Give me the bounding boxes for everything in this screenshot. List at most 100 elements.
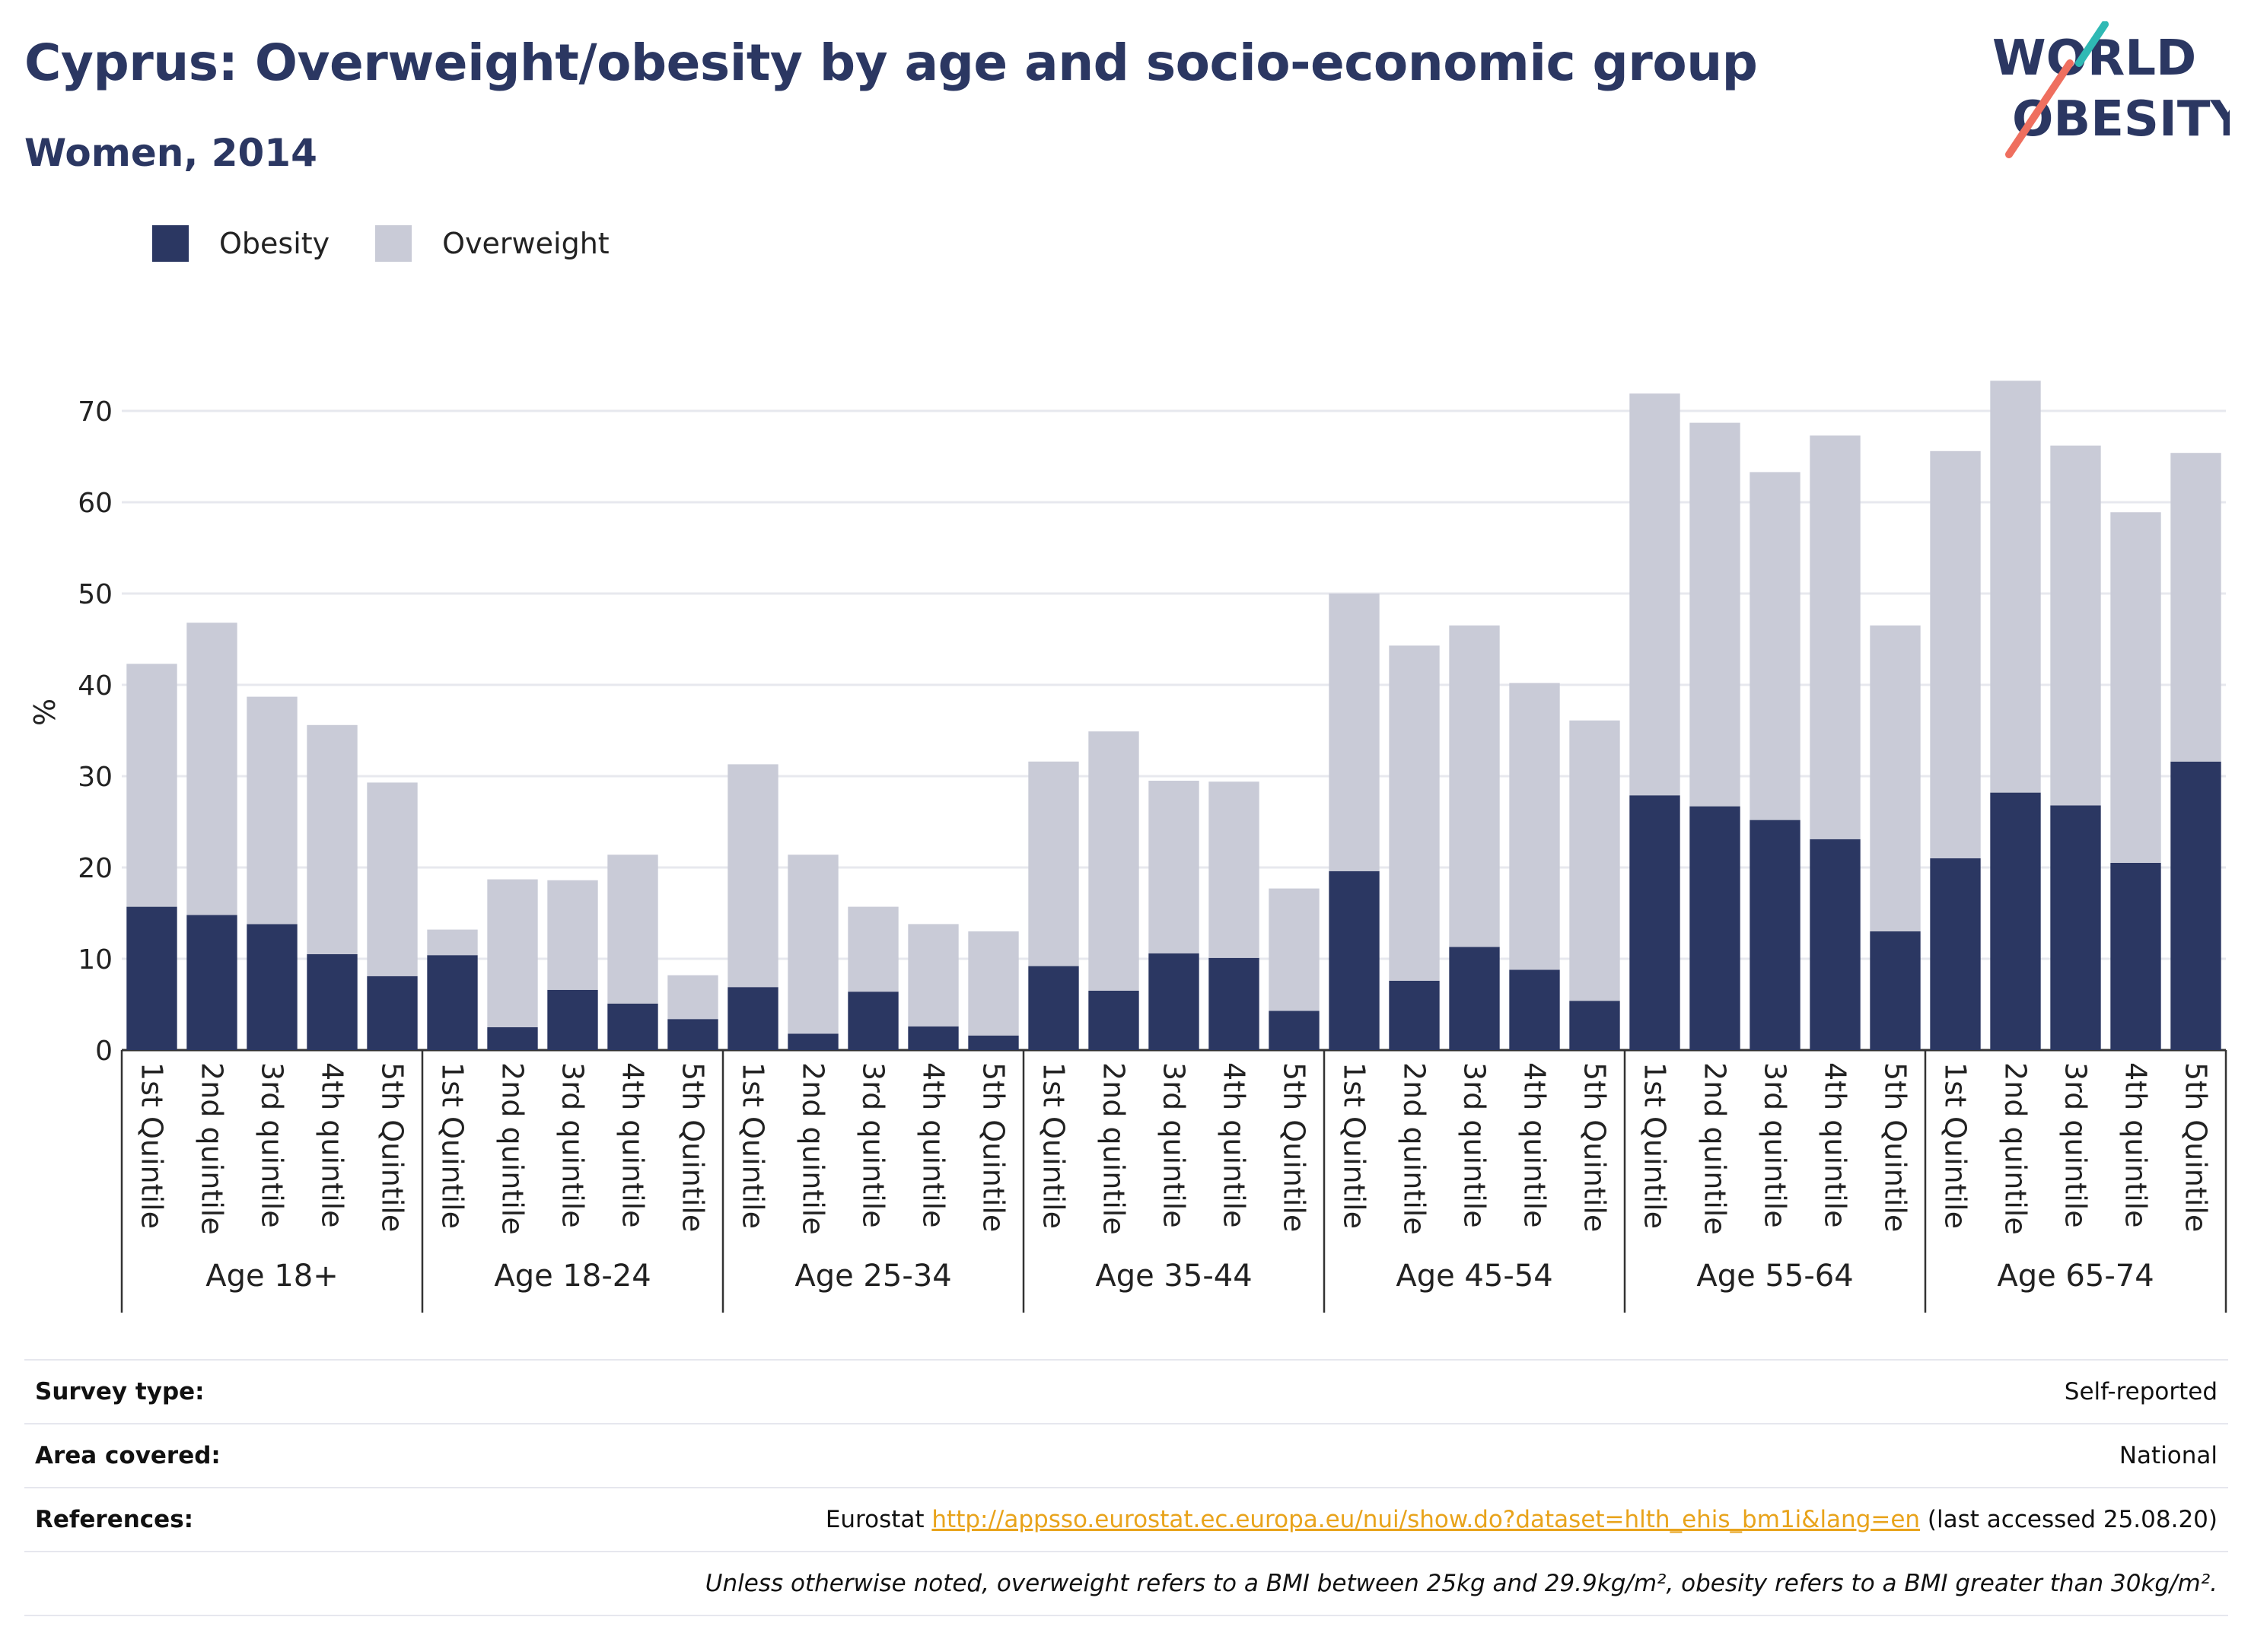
bar-overweight bbox=[1629, 393, 1680, 796]
x-tick-label: 2nd quintile bbox=[1097, 1062, 1131, 1235]
bar-overweight bbox=[1569, 720, 1620, 1001]
x-tick-label: 2nd quintile bbox=[496, 1062, 530, 1235]
y-axis-label: % bbox=[28, 699, 62, 726]
x-tick-label: 5th Quintile bbox=[977, 1062, 1011, 1232]
bar-overweight bbox=[1088, 731, 1139, 991]
x-tick-label: 3rd quintile bbox=[857, 1062, 890, 1228]
group-label: Age 35-44 bbox=[1095, 1259, 1252, 1294]
x-tick-label: 2nd quintile bbox=[1699, 1062, 1732, 1235]
x-tick-label: 4th quintile bbox=[917, 1062, 950, 1227]
bar-obesity bbox=[1088, 991, 1139, 1050]
bar-obesity bbox=[1810, 839, 1861, 1050]
y-tick-label: 30 bbox=[78, 762, 113, 793]
y-tick-label: 20 bbox=[78, 853, 113, 884]
x-tick-label: 1st Quintile bbox=[1939, 1062, 1972, 1229]
bar-overweight bbox=[367, 782, 418, 976]
references-row: References: Eurostat http://appsso.euros… bbox=[24, 1487, 2228, 1551]
y-tick-label: 70 bbox=[78, 396, 113, 428]
bar-obesity bbox=[2110, 863, 2161, 1050]
survey-type-label: Survey type: bbox=[35, 1378, 205, 1405]
bar-obesity bbox=[667, 1019, 718, 1050]
x-tick-label: 4th quintile bbox=[1218, 1062, 1251, 1227]
bar-obesity bbox=[2050, 805, 2101, 1050]
bar-obesity bbox=[1208, 957, 1259, 1050]
area-covered-value: National bbox=[2119, 1442, 2218, 1469]
x-tick-label: 2nd quintile bbox=[1398, 1062, 1431, 1235]
group-label: Age 18-24 bbox=[494, 1259, 651, 1294]
y-tick-label: 40 bbox=[78, 670, 113, 702]
bar-obesity bbox=[1569, 1001, 1620, 1050]
bar-obesity bbox=[1269, 1011, 1320, 1050]
bar-obesity bbox=[1990, 792, 2041, 1050]
group-label: Age 25-34 bbox=[794, 1259, 951, 1294]
bar-overweight bbox=[1750, 472, 1800, 820]
references-suffix: (last accessed 25.08.20) bbox=[1920, 1506, 2218, 1533]
stacked-bar-chart: 0 10 20 30 40 50 60 70% 1st Quintile 2nd quintile… bbox=[28, 380, 2227, 1313]
bar-obesity bbox=[1509, 969, 1560, 1050]
chart-legend: Obesity Overweight bbox=[152, 225, 655, 262]
bar-overweight bbox=[547, 880, 598, 990]
bar-obesity bbox=[1870, 931, 1921, 1050]
bar-overweight bbox=[908, 924, 959, 1027]
world-obesity-logo: WORLD OBESITY bbox=[1992, 21, 2230, 158]
bar-obesity bbox=[848, 992, 899, 1050]
bar-overweight bbox=[607, 855, 658, 1004]
area-covered-label: Area covered: bbox=[35, 1442, 221, 1469]
x-tick-label: 3rd quintile bbox=[256, 1062, 289, 1228]
legend-label-obesity: Obesity bbox=[219, 227, 330, 260]
bar-overweight bbox=[667, 975, 718, 1020]
legend-swatch-obesity bbox=[152, 225, 189, 262]
bar-overweight bbox=[1208, 781, 1259, 958]
x-tick-label: 5th Quintile bbox=[1278, 1062, 1311, 1232]
bar-overweight bbox=[1930, 450, 1981, 858]
bar-obesity bbox=[1930, 858, 1981, 1050]
bar-obesity bbox=[1148, 953, 1199, 1050]
references-link[interactable]: http://appsso.eurostat.ec.europa.eu/nui/… bbox=[931, 1506, 1921, 1533]
bar-overweight bbox=[1509, 683, 1560, 970]
x-tick-label: 1st Quintile bbox=[737, 1062, 770, 1229]
bar-overweight bbox=[126, 664, 177, 907]
chart-footer: Survey type: Self-reported Area covered:… bbox=[24, 1359, 2228, 1616]
x-tick-label: 5th Quintile bbox=[2179, 1062, 2213, 1232]
bar-obesity bbox=[1629, 795, 1680, 1050]
x-tick-label: 3rd quintile bbox=[2059, 1062, 2093, 1228]
bar-overweight bbox=[728, 764, 778, 988]
bar-overweight bbox=[1870, 625, 1921, 931]
group-label: Age 55-64 bbox=[1696, 1259, 1853, 1294]
group-label: Age 65-74 bbox=[1997, 1259, 2154, 1294]
x-tick-label: 4th quintile bbox=[316, 1062, 349, 1227]
bar-overweight bbox=[1810, 435, 1861, 839]
area-covered-row: Area covered: National bbox=[24, 1423, 2228, 1487]
bar-overweight bbox=[427, 929, 478, 956]
bar-overweight bbox=[1329, 594, 1380, 871]
group-label: Age 18+ bbox=[205, 1259, 339, 1294]
bar-obesity bbox=[908, 1026, 959, 1050]
y-tick-label: 50 bbox=[78, 579, 113, 610]
x-tick-label: 5th Quintile bbox=[1578, 1062, 1612, 1232]
bar-overweight bbox=[788, 855, 839, 1034]
bar-obesity bbox=[728, 987, 778, 1050]
bar-obesity bbox=[547, 989, 598, 1050]
y-tick-label: 60 bbox=[78, 488, 113, 519]
x-tick-label: 3rd quintile bbox=[1458, 1062, 1492, 1228]
bar-overweight bbox=[2170, 453, 2221, 762]
references-prefix: Eurostat bbox=[825, 1506, 932, 1533]
bar-obesity bbox=[2170, 761, 2221, 1050]
x-tick-label: 1st Quintile bbox=[1338, 1062, 1371, 1229]
bar-overweight bbox=[2050, 445, 2101, 806]
x-tick-label: 4th quintile bbox=[1518, 1062, 1552, 1227]
bar-obesity bbox=[1329, 871, 1380, 1050]
bar-obesity bbox=[607, 1003, 658, 1050]
group-label: Age 45-54 bbox=[1396, 1259, 1552, 1294]
bar-obesity bbox=[1689, 806, 1740, 1050]
x-tick-label: 3rd quintile bbox=[556, 1062, 590, 1228]
x-tick-label: 2nd quintile bbox=[1999, 1062, 2033, 1235]
survey-type-row: Survey type: Self-reported bbox=[24, 1359, 2228, 1423]
bar-overweight bbox=[307, 724, 358, 954]
bar-overweight bbox=[2110, 512, 2161, 863]
references-value: Eurostat http://appsso.eurostat.ec.europ… bbox=[826, 1506, 2218, 1533]
y-tick-label: 10 bbox=[78, 944, 113, 976]
bar-obesity bbox=[247, 924, 298, 1050]
bar-obesity bbox=[788, 1033, 839, 1050]
bar-obesity bbox=[367, 976, 418, 1050]
